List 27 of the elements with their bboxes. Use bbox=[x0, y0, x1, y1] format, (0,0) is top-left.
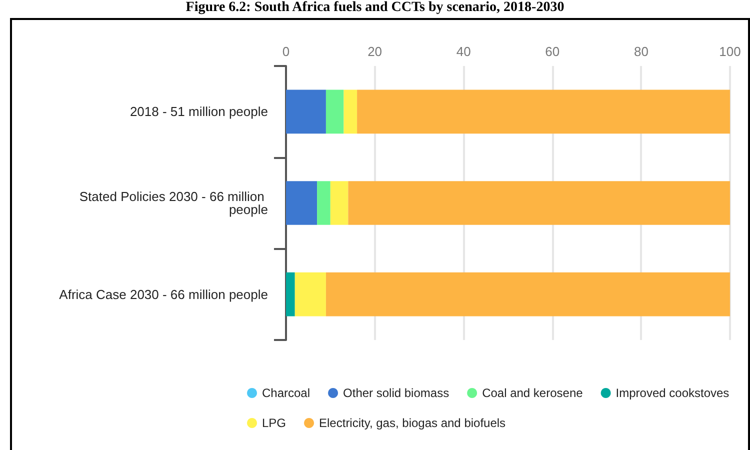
legend-label: Coal and kerosene bbox=[482, 386, 584, 400]
legend-label: Charcoal bbox=[262, 386, 310, 400]
x-tick-label: 60 bbox=[545, 44, 560, 59]
bar bbox=[326, 272, 730, 316]
chart-title: Figure 6.2: South Africa fuels and CCTs by scenario, 2018-2030 bbox=[184, 0, 566, 16]
bar bbox=[357, 90, 730, 134]
bar bbox=[286, 181, 318, 225]
x-tick-label: 80 bbox=[634, 44, 648, 59]
x-tick-label: 40 bbox=[456, 44, 471, 59]
x-tick-label: 20 bbox=[368, 44, 382, 59]
legend-label: Other solid biomass bbox=[343, 386, 450, 400]
y-tick-label: 2018 - 51 million people bbox=[130, 104, 268, 120]
y-tick-label: Africa Case 2030 - 66 million people bbox=[59, 286, 268, 302]
bar bbox=[286, 90, 326, 134]
bar bbox=[344, 90, 358, 134]
legend-label: Improved cookstoves bbox=[616, 386, 730, 400]
bar bbox=[330, 181, 348, 225]
x-tick-label: 0 bbox=[282, 44, 290, 59]
bar bbox=[326, 90, 344, 134]
x-tick-label: 100 bbox=[719, 44, 741, 59]
bar bbox=[348, 181, 730, 225]
legend-label: Electricity, gas, biogas and biofuels bbox=[319, 416, 506, 430]
legend-label: LPG bbox=[262, 416, 286, 430]
y-tick-label: Stated Policies 2030 - 66 million people bbox=[79, 189, 268, 217]
bar bbox=[286, 272, 295, 316]
bar bbox=[317, 181, 330, 225]
bar bbox=[294, 272, 326, 316]
